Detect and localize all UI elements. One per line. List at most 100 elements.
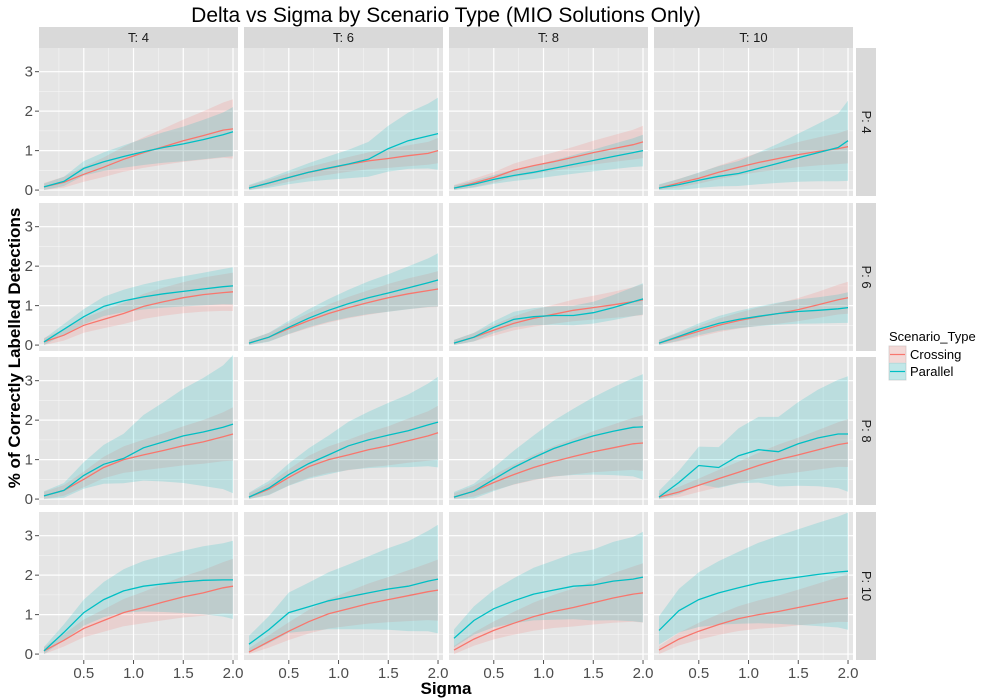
y-tick-label: 2	[25, 258, 33, 275]
parallel-line	[453, 426, 644, 498]
legend-label-crossing: Crossing	[910, 347, 961, 362]
facet-panel	[244, 357, 443, 505]
parallel-line	[43, 423, 234, 497]
chart-title: Delta vs Sigma by Scenario Type (MIO Sol…	[191, 4, 701, 27]
column-strip-label: T: 6	[333, 30, 354, 45]
crossing-band	[44, 407, 233, 500]
parallel-band	[249, 253, 438, 346]
y-tick-label: 1	[25, 298, 33, 315]
parallel-line	[43, 131, 234, 188]
facet-panel	[39, 512, 238, 660]
x-tick-label: 1.5	[583, 665, 604, 682]
y-tick-label: 2	[25, 412, 33, 429]
crossing-line	[453, 592, 644, 651]
column-strip-label: T: 10	[739, 30, 767, 45]
x-axis: 0.5 1.0 1.5 2.0 0.5 1.0 1.5 2.0 0.5 1.0 1.5 2.0 0.5 1…	[73, 660, 858, 682]
crossing-line	[43, 585, 234, 652]
panel-background	[449, 48, 648, 196]
y-tick-label: 0	[25, 491, 33, 508]
parallel-line	[453, 576, 644, 639]
crossing-band	[249, 405, 438, 500]
parallel-band	[44, 107, 233, 191]
parallel-line	[658, 570, 849, 631]
x-tick-label: 1.0	[328, 665, 349, 682]
parallel-band	[249, 97, 438, 191]
x-tick-label: 2.0	[633, 665, 654, 682]
y-tick-label: 3	[25, 528, 33, 545]
facet-panel	[654, 357, 853, 505]
x-tick-label: 2.0	[428, 665, 449, 682]
y-tick-label: 1	[25, 607, 33, 624]
facet-panel	[449, 512, 648, 660]
parallel-band	[659, 100, 848, 191]
parallel-line	[453, 298, 644, 344]
panel-background	[654, 203, 853, 351]
crossing-band	[249, 138, 438, 191]
panel-background	[39, 48, 238, 196]
crossing-line	[453, 442, 644, 498]
parallel-line	[658, 433, 848, 498]
facet-panel	[39, 48, 238, 196]
x-tick-label: 1.5	[173, 665, 194, 682]
facet-panel	[449, 357, 648, 505]
parallel-band	[454, 374, 643, 500]
crossing-line	[453, 299, 644, 344]
y-tick-label: 0	[25, 646, 33, 663]
y-axis: 0 1 2 3 0 1 2 3 0 1 2 3 0 1 2 3	[25, 64, 39, 663]
crossing-line	[43, 433, 234, 497]
crossing-band	[659, 574, 848, 655]
column-strip	[39, 27, 238, 48]
parallel-line	[658, 306, 849, 344]
crossing-line	[43, 128, 234, 188]
facet-panel	[449, 48, 648, 196]
y-tick-label: 2	[25, 567, 33, 584]
facet-panel	[244, 48, 443, 196]
column-strip	[244, 27, 443, 48]
parallel-line	[658, 140, 849, 189]
parallel-line	[248, 421, 439, 498]
crossing-band	[249, 271, 438, 346]
row-strip-label: P: 10	[859, 571, 874, 601]
row-strip	[856, 512, 876, 660]
crossing-band	[659, 129, 848, 191]
crossing-band	[454, 415, 643, 500]
panel-background	[244, 203, 443, 351]
x-tick-label: 1.0	[738, 665, 759, 682]
y-tick-label: 1	[25, 452, 33, 469]
row-strip	[856, 357, 876, 505]
panel-background	[654, 357, 853, 505]
facet-panel	[654, 203, 853, 351]
parallel-band	[44, 267, 233, 346]
column-strip-label: T: 4	[128, 30, 149, 45]
x-tick-label: 0.5	[73, 665, 94, 682]
y-tick-label: 3	[25, 219, 33, 236]
parallel-band	[659, 512, 848, 645]
panel-background	[654, 48, 853, 196]
crossing-line	[248, 589, 439, 653]
row-strip	[856, 48, 876, 196]
x-tick-label: 0.5	[278, 665, 299, 682]
panel-background	[244, 357, 443, 505]
parallel-band	[659, 292, 848, 346]
parallel-band	[249, 376, 438, 500]
y-tick-label: 3	[25, 373, 33, 390]
legend-title: Scenario_Type	[889, 329, 976, 344]
x-tick-label: 1.0	[533, 665, 554, 682]
x-tick-label: 2.0	[838, 665, 859, 682]
parallel-band	[659, 376, 848, 500]
panel-background	[244, 48, 443, 196]
x-tick-label: 1.5	[378, 665, 399, 682]
crossing-band	[454, 125, 643, 191]
column-strip-label: T: 8	[538, 30, 559, 45]
panel-background	[449, 203, 648, 351]
row-strip-label: P: 4	[859, 110, 874, 133]
column-strip	[449, 27, 648, 48]
parallel-band	[249, 524, 438, 653]
row-strip-label: P: 6	[859, 265, 874, 288]
parallel-band	[454, 531, 643, 648]
x-axis-title: Sigma	[420, 679, 472, 698]
y-tick-label: 3	[25, 64, 33, 81]
parallel-line	[43, 579, 233, 652]
crossing-line	[43, 291, 234, 343]
